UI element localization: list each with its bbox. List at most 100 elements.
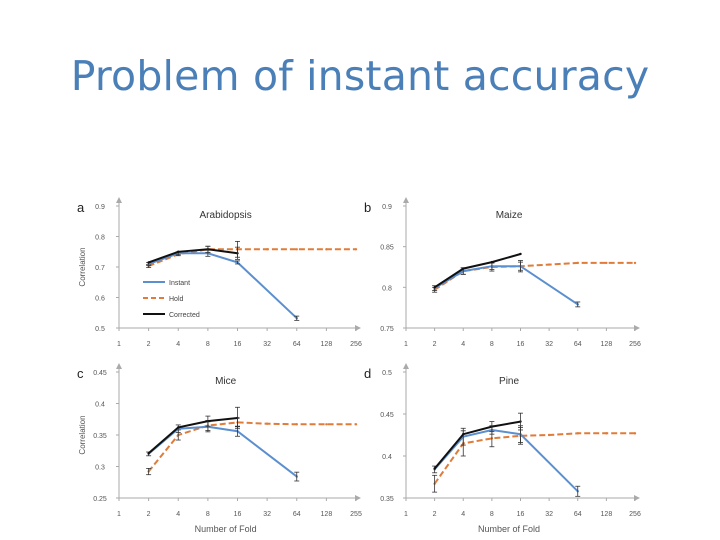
error-bar (294, 471, 300, 482)
x-tick-label: 256 (629, 341, 641, 348)
panel-letter: c (77, 366, 84, 381)
panel-letter: a (77, 200, 85, 215)
panel-title: Maize (496, 210, 523, 221)
data-point-hold (325, 248, 328, 251)
series-line-instant (433, 428, 579, 493)
x-tick-label: 16 (234, 511, 242, 518)
legend-label: Corrected (169, 312, 200, 319)
data-point-hold (547, 263, 551, 266)
x-tick-label: 8 (206, 341, 210, 348)
panel-title: Arabidopsis (200, 210, 252, 221)
x-tick-label: 256 (629, 511, 641, 518)
y-axis-arrow (403, 197, 409, 203)
panel-title: Pine (499, 376, 519, 387)
x-tick-label: 32 (263, 511, 271, 518)
data-point-corrected (490, 260, 494, 264)
y-tick-label: 0.25 (93, 496, 107, 503)
x-tick-label: 128 (601, 511, 613, 518)
x-tick-label: 4 (461, 511, 465, 518)
x-tick-label: 16 (234, 341, 242, 348)
data-point-hold (576, 432, 579, 435)
x-tick-label: 32 (545, 341, 553, 348)
data-point-corrected (147, 452, 150, 455)
data-point-hold (295, 423, 298, 426)
error-bar (205, 415, 211, 427)
x-tick-label: 128 (321, 511, 333, 518)
y-tick-label: 0.7 (95, 265, 105, 272)
data-point-corrected (147, 261, 150, 264)
y-tick-label: 0.45 (380, 412, 394, 419)
x-tick-label: 128 (601, 341, 613, 348)
y-tick-label: 0.9 (382, 204, 392, 211)
data-point-corrected (177, 250, 180, 253)
x-tick-label: 4 (176, 341, 180, 348)
error-bar (235, 246, 240, 260)
panel-letter: d (364, 366, 371, 381)
slide-title: Problem of instant accuracy (70, 52, 650, 100)
y-axis-label: Correlation (78, 247, 87, 286)
series-line-instant (434, 265, 579, 306)
y-tick-label: 0.45 (93, 370, 107, 377)
x-tick-label: 8 (206, 511, 210, 518)
x-tick-label: 64 (293, 511, 301, 518)
x-tick-label: 64 (574, 341, 582, 348)
x-tick-label: 1 (404, 341, 408, 348)
x-tick-label: 1 (117, 341, 121, 348)
series-line-hold (147, 421, 356, 473)
y-tick-label: 0.35 (93, 433, 107, 440)
y-tick-label: 0.4 (382, 454, 392, 461)
x-tick-label: 1 (404, 511, 408, 518)
y-tick-label: 0.5 (95, 326, 105, 333)
y-tick-label: 0.8 (382, 285, 392, 292)
series-line-corrected (147, 417, 238, 455)
x-tick-label: 16 (517, 341, 525, 348)
y-tick-label: 0.9 (95, 204, 105, 211)
data-point-hold (633, 261, 637, 265)
x-tick-label: 64 (293, 341, 301, 348)
y-tick-label: 0.35 (380, 496, 394, 503)
x-tick-label: 128 (321, 341, 333, 348)
x-axis-label: Number of Fold (195, 524, 257, 534)
error-bar (518, 261, 523, 271)
x-tick-label: 32 (545, 511, 553, 518)
y-tick-label: 0.6 (95, 296, 105, 303)
x-tick-label: 256 (350, 341, 362, 348)
data-point-corrected (462, 432, 465, 436)
data-point-corrected (177, 426, 180, 429)
data-point-hold (295, 248, 298, 251)
error-bar (432, 474, 438, 493)
x-tick-label: 8 (490, 511, 494, 518)
x-tick-label: 8 (490, 341, 494, 348)
x-tick-label: 2 (147, 341, 151, 348)
y-axis-arrow (403, 363, 409, 369)
error-bar (235, 406, 240, 430)
data-point-hold (354, 423, 358, 426)
legend-label: Hold (169, 296, 184, 303)
y-tick-label: 0.4 (95, 402, 105, 409)
x-tick-label: 4 (176, 511, 180, 518)
error-bar (489, 421, 495, 433)
panel-letter: b (364, 200, 371, 215)
data-point-hold (354, 248, 358, 251)
error-bar (294, 315, 300, 321)
x-tick-label: 2 (433, 341, 437, 348)
error-bar (460, 427, 466, 446)
y-axis-arrow (116, 363, 122, 369)
data-point-hold (633, 432, 637, 435)
x-tick-label: 32 (263, 341, 271, 348)
x-tick-label: 255 (350, 511, 362, 518)
data-point-corrected (433, 467, 436, 470)
data-point-hold (576, 261, 579, 265)
series-line-corrected (434, 253, 521, 289)
error-bar (518, 412, 523, 431)
y-tick-label: 0.8 (95, 235, 105, 242)
panel-title: Mice (215, 376, 237, 387)
x-tick-label: 16 (517, 511, 525, 518)
data-point-corrected (519, 252, 522, 256)
data-point-hold (547, 433, 551, 437)
data-point-hold (325, 423, 328, 426)
error-bar (575, 485, 581, 497)
x-tick-label: 1 (117, 511, 121, 518)
y-tick-label: 0.3 (95, 465, 105, 472)
